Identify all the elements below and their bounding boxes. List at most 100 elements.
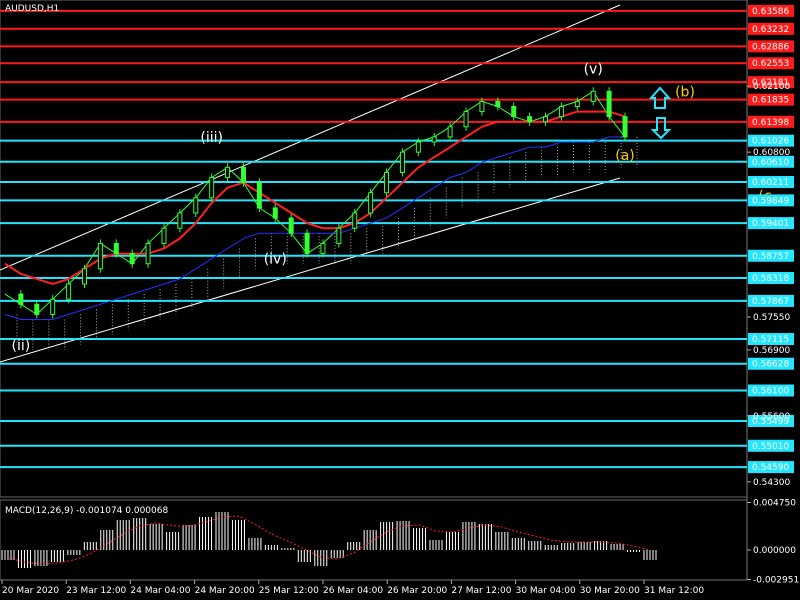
level-price-tag bbox=[748, 461, 794, 474]
candle-body bbox=[145, 242, 151, 265]
level-price-tag bbox=[748, 22, 794, 35]
wave-label: (iv) bbox=[264, 252, 287, 268]
candle-body bbox=[161, 227, 167, 244]
symbol-title: AUDUSD,H1 bbox=[5, 4, 59, 14]
candle-body bbox=[384, 171, 390, 194]
time-tick-label: 23 Mar 12:00 bbox=[66, 586, 126, 596]
horizontal-levels bbox=[0, 9, 747, 469]
level-price-label: 0.54590 bbox=[752, 463, 789, 473]
time-tick-label: 25 Mar 12:00 bbox=[259, 586, 319, 596]
wave-label: (v) bbox=[584, 62, 603, 78]
level-price-tag bbox=[748, 115, 794, 128]
macd-signal-line bbox=[7, 515, 651, 565]
time-tick-label: 24 Mar 20:00 bbox=[195, 586, 255, 596]
wave-label: (ii) bbox=[12, 338, 31, 354]
main-plot-area[interactable] bbox=[0, 0, 748, 498]
level-price-label: 0.55010 bbox=[752, 442, 789, 452]
price-tick-label: 0.57550 bbox=[753, 313, 790, 323]
candle-body bbox=[368, 192, 374, 214]
series-line-0 bbox=[4, 90, 626, 316]
candle-body bbox=[590, 90, 596, 102]
series-line-1 bbox=[4, 110, 626, 286]
price-axis-labels: 0.63586 0.63232 0.62886 0.62553 0.62181 0.618… bbox=[747, 4, 794, 488]
level-price-label: 0.56100 bbox=[752, 387, 789, 397]
level-price-label: 0.61026 bbox=[752, 137, 789, 147]
level-price-tag bbox=[748, 93, 794, 106]
level-price-label: 0.60211 bbox=[752, 178, 789, 188]
candle-body bbox=[606, 90, 612, 118]
macd-tick-label: 0.004750 bbox=[753, 499, 796, 509]
up-arrow-icon bbox=[648, 86, 672, 109]
level-price-tag bbox=[748, 294, 794, 307]
candle-body bbox=[50, 298, 56, 315]
down-arrow-icon bbox=[650, 117, 672, 140]
price-series bbox=[4, 87, 628, 320]
level-price-label: 0.62886 bbox=[752, 42, 789, 52]
candle-body bbox=[256, 182, 262, 209]
level-price-label: 0.57867 bbox=[752, 297, 789, 307]
candle-body bbox=[543, 116, 549, 123]
channel-upper-line bbox=[0, 4, 621, 271]
price-tick-label: 0.54300 bbox=[753, 478, 790, 488]
candle-body bbox=[193, 197, 199, 214]
time-axis-labels: 20 Mar 2020 23 Mar 12:00 24 Mar 04:00 24 Ma… bbox=[1, 580, 704, 596]
level-price-tag bbox=[748, 384, 794, 397]
candle-body bbox=[527, 116, 533, 123]
level-price-tag bbox=[748, 4, 794, 17]
candle-body bbox=[415, 141, 421, 153]
candle-body bbox=[129, 253, 135, 265]
candle-body bbox=[97, 242, 103, 270]
candle-body bbox=[336, 227, 342, 244]
candle-body bbox=[511, 106, 517, 118]
wave-label: (a) bbox=[615, 148, 635, 164]
level-price-tag bbox=[748, 217, 794, 230]
level-price-tag bbox=[748, 57, 794, 70]
candle-body bbox=[272, 207, 278, 219]
price-tick-label: 0.56900 bbox=[753, 346, 790, 356]
time-tick-label: 24 Mar 04:00 bbox=[130, 586, 190, 596]
level-price-tag bbox=[748, 176, 794, 189]
level-price-label: 0.59401 bbox=[752, 219, 789, 229]
candle-body bbox=[574, 100, 580, 108]
level-price-tag bbox=[748, 134, 794, 147]
candle-body bbox=[304, 232, 310, 255]
candle-body bbox=[177, 212, 183, 229]
level-price-label: 0.58757 bbox=[752, 252, 789, 262]
level-price-tag bbox=[748, 194, 794, 207]
level-price-tag bbox=[748, 272, 794, 285]
candle-body bbox=[622, 116, 628, 138]
candle-body bbox=[399, 151, 405, 173]
level-price-tag bbox=[748, 333, 794, 346]
candle-body bbox=[320, 242, 326, 255]
level-price-tag bbox=[748, 357, 794, 370]
candle-body bbox=[431, 136, 437, 143]
macd-indicator: 0.004750 0.000000 -0.002951 bbox=[1, 499, 799, 586]
candle-body bbox=[225, 166, 231, 179]
price-tick-label: 0.62100 bbox=[753, 82, 790, 92]
wave-label: (iii) bbox=[200, 130, 223, 146]
level-price-tag bbox=[748, 414, 794, 427]
candle-body bbox=[81, 268, 87, 285]
level-price-tag bbox=[748, 155, 794, 168]
level-price-tag bbox=[748, 40, 794, 53]
candle-body bbox=[479, 100, 485, 113]
level-price-label: 0.58318 bbox=[752, 274, 789, 284]
wave-label: (b) bbox=[675, 84, 695, 100]
macd-tick-label: -0.002951 bbox=[753, 576, 799, 586]
channel-lines bbox=[0, 4, 621, 363]
macd-tick-label: 0.000000 bbox=[753, 546, 796, 556]
level-price-tag bbox=[748, 76, 794, 89]
level-price-tag bbox=[748, 249, 794, 262]
level-price-label: 0.61398 bbox=[752, 118, 789, 128]
channel-lower-line bbox=[0, 177, 621, 363]
candle-body bbox=[240, 166, 246, 184]
candle-body bbox=[113, 242, 119, 255]
level-price-label: 0.62553 bbox=[752, 59, 789, 69]
level-price-label: 0.56628 bbox=[752, 360, 789, 370]
level-price-label: 0.60610 bbox=[752, 158, 789, 168]
time-tick-label: 31 Mar 12:00 bbox=[644, 586, 704, 596]
candle-body bbox=[447, 126, 453, 138]
candle-body bbox=[463, 111, 469, 128]
candle-body bbox=[209, 177, 215, 199]
